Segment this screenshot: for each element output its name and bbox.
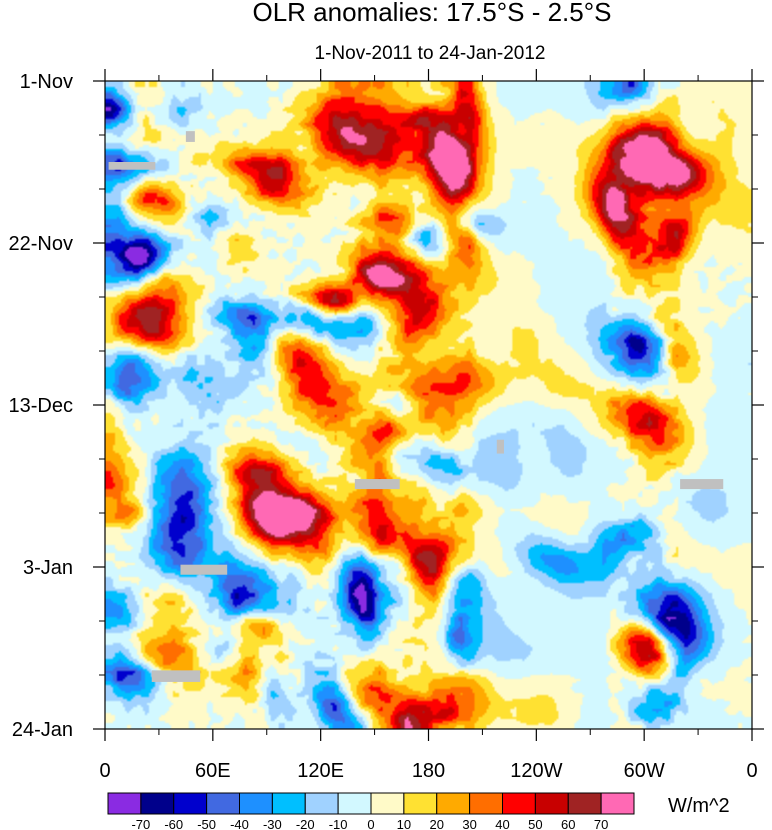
colorbar-swatch — [271, 792, 306, 815]
x-tick-label: 60E — [195, 760, 231, 782]
colorbar-swatch — [173, 792, 208, 815]
y-tick-label: 22-Nov — [9, 233, 73, 255]
x-tick-label: 120W — [510, 760, 562, 782]
colorbar-swatch — [337, 792, 372, 815]
x-tick-label: 0 — [746, 760, 757, 782]
colorbar: -70 -60 -50 -40 -30 -20 -10 0 10 20 30 40 50 60 70 — [107, 792, 635, 830]
colorbar-swatch — [239, 792, 273, 815]
colorbar-swatch — [534, 792, 569, 815]
y-axis: 1-Nov 22-Nov 13-Dec 3-Jan 24-Jan — [9, 71, 764, 741]
colorbar-label: -40 — [230, 817, 249, 830]
colorbar-label: -70 — [131, 817, 150, 830]
colorbar-label: -60 — [164, 817, 183, 830]
missing-data-patch — [108, 162, 156, 170]
colorbar-swatch — [502, 792, 536, 815]
colorbar-swatch — [469, 792, 503, 815]
missing-data-patch — [180, 564, 228, 575]
missing-data-layer — [108, 131, 724, 682]
colorbar-label: 20 — [430, 817, 444, 830]
colorbar-units: W/m^2 — [668, 795, 730, 817]
missing-data-patch — [354, 479, 400, 490]
colorbar-swatch — [600, 792, 635, 815]
colorbar-label: -20 — [296, 817, 315, 830]
x-tick-label: 60W — [624, 760, 665, 782]
colorbar-label: 30 — [462, 817, 476, 830]
colorbar-label: -10 — [329, 817, 348, 830]
colorbar-swatch — [107, 792, 142, 815]
colorbar-swatch — [304, 792, 339, 815]
x-axis: 0 60E 120E 180 120W 60W 0 — [99, 69, 758, 782]
colorbar-swatch — [567, 792, 602, 815]
y-tick-label: 24-Jan — [12, 719, 73, 741]
x-tick-label: 0 — [99, 760, 110, 782]
colorbar-label: -50 — [197, 817, 216, 830]
colorbar-label: 10 — [397, 817, 411, 830]
y-tick-label: 3-Jan — [23, 557, 73, 579]
missing-data-patch — [151, 670, 201, 682]
colorbar-label: 50 — [528, 817, 542, 830]
colorbar-label: 70 — [594, 817, 608, 830]
chart-subtitle: 1-Nov-2011 to 24-Jan-2012 — [315, 43, 546, 64]
colorbar-swatch — [370, 792, 405, 815]
chart-title: OLR anomalies: 17.5°S - 2.5°S — [253, 0, 612, 27]
x-tick-label: 120E — [297, 760, 344, 782]
colorbar-swatch — [436, 792, 471, 815]
y-tick-label: 1-Nov — [20, 71, 73, 93]
colorbar-swatch — [403, 792, 438, 815]
colorbar-swatch — [206, 792, 240, 815]
heatmap-field — [105, 81, 752, 729]
missing-data-patch — [185, 131, 195, 142]
colorbar-label: -30 — [263, 817, 282, 830]
missing-data-patch — [680, 479, 724, 490]
x-tick-label: 180 — [412, 760, 445, 782]
colorbar-label: 60 — [561, 817, 575, 830]
colorbar-swatch — [140, 792, 175, 815]
colorbar-label: 40 — [495, 817, 509, 830]
plot-area — [105, 81, 752, 729]
missing-data-patch — [496, 439, 504, 454]
y-tick-label: 13-Dec — [9, 395, 73, 417]
colorbar-label: 0 — [367, 817, 374, 830]
